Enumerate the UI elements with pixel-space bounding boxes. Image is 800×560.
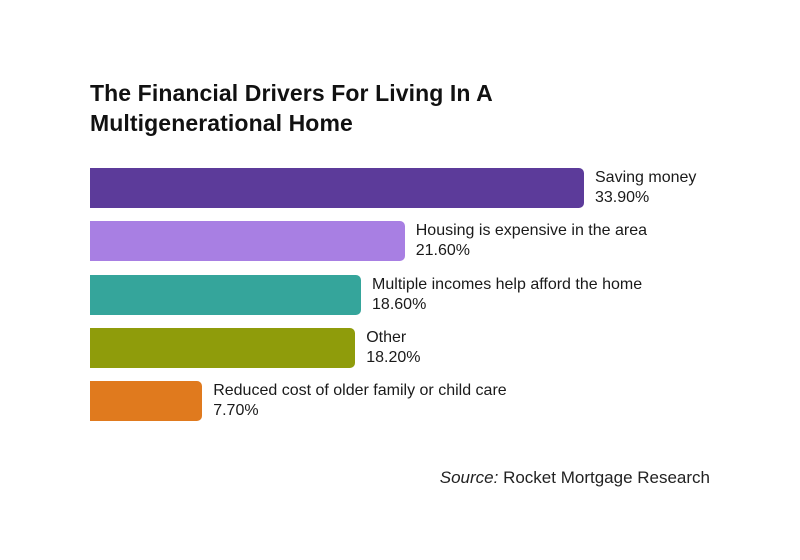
chart-title: The Financial Drivers For Living In A Mu… — [90, 80, 493, 136]
source-prefix: Source: — [439, 468, 499, 487]
bar-label: Saving money 33.90% — [595, 168, 696, 208]
bar — [90, 381, 203, 422]
bar-label: Other 18.20% — [366, 328, 420, 368]
bar-row: Saving money 33.90% — [0, 168, 800, 208]
bar-label: Reduced cost of older family or child ca… — [213, 381, 506, 421]
bar — [90, 221, 405, 262]
bar-value-label: 7.70% — [213, 402, 259, 420]
bar — [90, 327, 356, 368]
bar-category-label: Saving money — [595, 169, 697, 186]
bar-category-label: Housing is expensive in the area — [415, 222, 647, 240]
source-text: Rocket Mortgage Research — [498, 468, 710, 487]
bar — [90, 274, 362, 315]
bar-row: Housing is expensive in the area 21.60% — [0, 221, 800, 262]
bar-value-label: 18.20% — [366, 348, 421, 366]
bar-row: Multiple incomes help afford the home 18.… — [0, 274, 800, 315]
bar-value-label: 21.60% — [415, 242, 471, 260]
source-note: Source: Rocket Mortgage Research — [440, 468, 710, 488]
bar — [90, 168, 584, 208]
bar-label: Multiple incomes help afford the home 18.… — [372, 275, 642, 315]
bar-value-label: 18.60% — [372, 295, 427, 313]
bar-row: Reduced cost of older family or child ca… — [0, 381, 800, 422]
bar-value-label: 33.90% — [595, 189, 650, 206]
bar-category-label: Reduced cost of older family or child ca… — [213, 382, 507, 400]
bar-row: Other 18.20% — [0, 327, 800, 368]
bar-category-label: Multiple incomes help afford the home — [372, 275, 643, 293]
bar-label: Housing is expensive in the area 21.60% — [416, 221, 647, 261]
bar-category-label: Other — [366, 328, 407, 346]
